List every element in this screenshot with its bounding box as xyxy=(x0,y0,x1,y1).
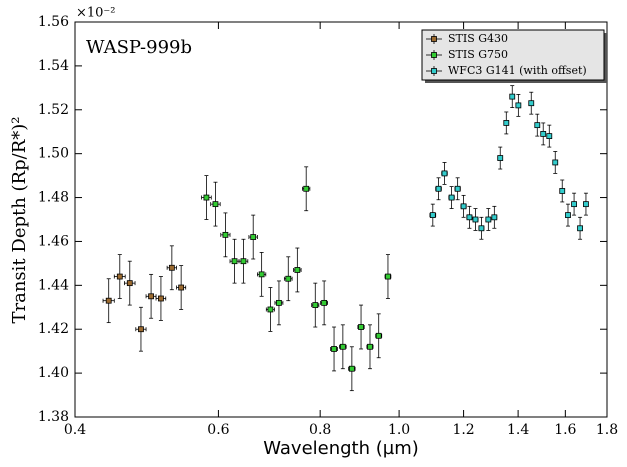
x-tick-label: 0.6 xyxy=(207,422,229,438)
y-axis-label: Transit Depth (Rp/R*)² xyxy=(9,117,30,324)
point xyxy=(339,343,346,350)
point xyxy=(491,214,498,221)
y-tick-label: 1.42 xyxy=(38,321,69,337)
point xyxy=(528,100,535,107)
point xyxy=(240,258,247,265)
point xyxy=(540,131,547,137)
point xyxy=(367,343,373,350)
point xyxy=(168,264,175,271)
point xyxy=(485,216,492,223)
point xyxy=(231,258,238,265)
legend-box xyxy=(421,29,605,81)
x-tick-label: 1.4 xyxy=(507,422,529,438)
point xyxy=(105,297,112,304)
point xyxy=(534,122,541,129)
point xyxy=(303,185,310,192)
point xyxy=(222,231,229,238)
y-tick-label: 1.46 xyxy=(38,233,69,249)
point xyxy=(515,102,522,109)
point xyxy=(571,201,577,208)
point xyxy=(331,346,337,352)
point xyxy=(294,267,301,273)
point xyxy=(460,203,467,210)
y-tick-label: 1.40 xyxy=(38,365,69,381)
point xyxy=(385,273,391,280)
legend-marker xyxy=(431,52,437,58)
y-tick-label: 1.56 xyxy=(38,14,69,30)
point xyxy=(267,306,274,313)
point xyxy=(321,299,328,306)
x-tick-label: 0.4 xyxy=(64,422,86,438)
point xyxy=(212,201,219,208)
point xyxy=(429,212,436,219)
point xyxy=(448,194,455,201)
point xyxy=(138,326,144,333)
point xyxy=(441,170,448,177)
point xyxy=(509,93,516,100)
point xyxy=(565,212,571,219)
point xyxy=(472,216,479,223)
y-tick-label: 1.48 xyxy=(38,190,69,206)
point xyxy=(203,194,210,201)
x-tick-label: 1.2 xyxy=(452,422,474,438)
legend-marker xyxy=(431,68,437,74)
x-tick-label: 1.6 xyxy=(554,422,576,438)
chart-title: WASP-999b xyxy=(86,37,192,58)
y-offset-label: ×10⁻² xyxy=(76,6,116,21)
x-tick-label: 1.8 xyxy=(596,422,618,438)
point xyxy=(258,271,265,278)
legend: STIS G430 STIS G750 WFC3 G141 (with offset… xyxy=(421,29,607,83)
point xyxy=(583,201,589,208)
point xyxy=(116,273,123,280)
point xyxy=(454,185,461,192)
legend-label: WFC3 G141 (with offset) xyxy=(448,64,587,77)
x-tick-label: 0.8 xyxy=(309,422,331,438)
point xyxy=(435,185,442,192)
point xyxy=(178,284,185,291)
point xyxy=(285,275,292,282)
y-tick-label: 1.52 xyxy=(38,102,69,118)
point xyxy=(148,293,154,300)
point xyxy=(466,214,473,221)
point xyxy=(497,155,504,161)
point xyxy=(577,225,583,232)
x-tick-label: 1.0 xyxy=(388,422,410,438)
plot-frame xyxy=(74,21,608,418)
point xyxy=(312,302,319,308)
point xyxy=(276,299,282,306)
y-tick-label: 1.54 xyxy=(38,58,69,74)
legend-label: STIS G430 xyxy=(448,32,508,45)
point xyxy=(250,234,257,240)
point xyxy=(375,332,382,339)
point xyxy=(158,295,164,302)
point xyxy=(546,133,553,140)
point xyxy=(478,225,485,232)
point xyxy=(559,188,566,194)
point xyxy=(126,280,133,287)
point xyxy=(348,365,355,372)
legend-label: STIS G750 xyxy=(448,48,508,61)
y-tick-label: 1.50 xyxy=(38,146,69,162)
y-tick-label: 1.38 xyxy=(38,409,69,425)
point xyxy=(552,159,559,166)
x-axis-label: Wavelength (µm) xyxy=(263,438,419,459)
legend-marker xyxy=(431,36,437,42)
point xyxy=(503,120,510,126)
y-tick-label: 1.44 xyxy=(38,277,69,293)
point xyxy=(358,324,364,330)
